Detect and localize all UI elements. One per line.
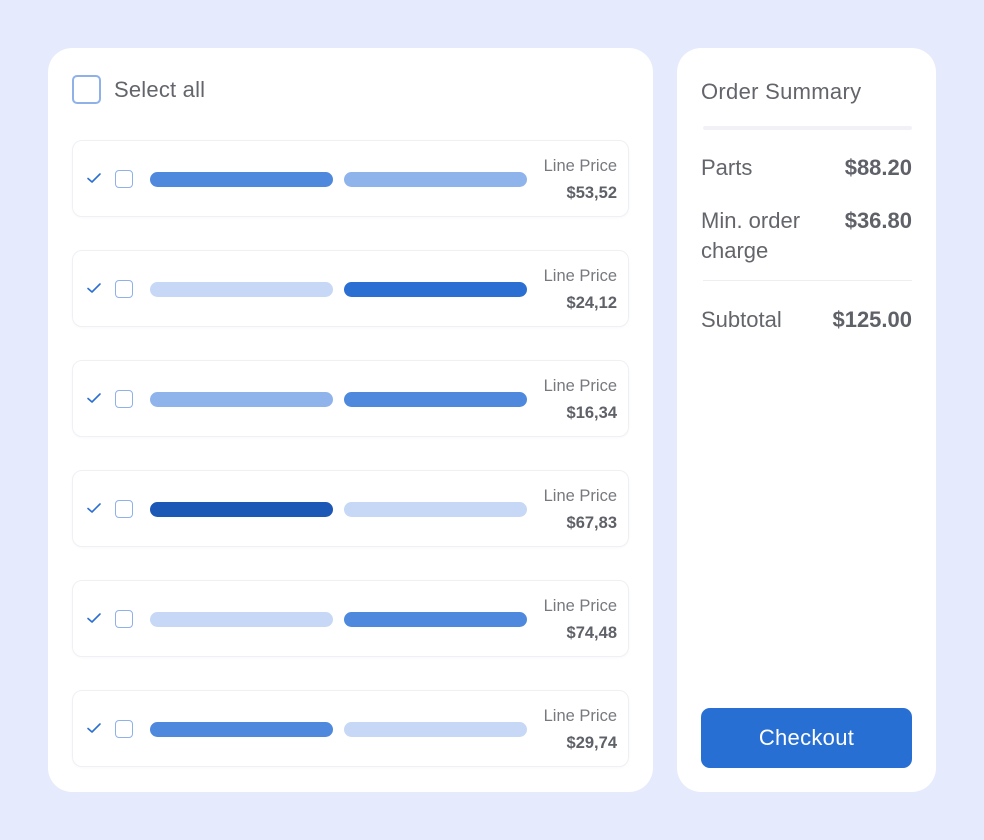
line-price: Line Price $24,12 xyxy=(544,266,617,313)
min-order-charge-value: $36.80 xyxy=(844,208,912,233)
min-order-charge-row: Min. order charge $36.80 xyxy=(701,206,912,266)
line-price-value: $16,34 xyxy=(566,404,617,422)
order-summary-panel: Order Summary Parts $88.20 Min. order ch… xyxy=(677,48,936,792)
subtotal-label: Subtotal xyxy=(701,307,782,332)
item-name-placeholder xyxy=(150,392,333,407)
order-summary-title: Order Summary xyxy=(701,79,862,104)
line-price-label: Line Price xyxy=(543,487,617,505)
item-name-placeholder xyxy=(150,612,333,627)
cart-items-list: Line Price $53,52 Line Price $24,12 Line… xyxy=(72,140,629,767)
check-icon xyxy=(87,613,101,623)
item-checkbox[interactable] xyxy=(115,390,133,408)
line-price-label: Line Price xyxy=(543,267,617,285)
line-price-value: $29,74 xyxy=(566,734,617,752)
check-icon xyxy=(87,723,101,733)
item-detail-placeholder xyxy=(344,392,527,407)
check-icon xyxy=(87,503,101,513)
item-checkbox[interactable] xyxy=(115,170,133,188)
item-checkbox[interactable] xyxy=(115,500,133,518)
line-price: Line Price $53,52 xyxy=(544,156,617,203)
line-price: Line Price $74,48 xyxy=(544,596,617,643)
subtotal-row: Subtotal $125.00 xyxy=(701,305,912,335)
item-detail-placeholder xyxy=(344,722,527,737)
check-icon xyxy=(87,283,101,293)
item-checkbox[interactable] xyxy=(115,610,133,628)
cart-item[interactable]: Line Price $74,48 xyxy=(72,580,629,657)
item-detail-placeholder xyxy=(344,172,527,187)
cart-panel: Select all Line Price $53,52 Line Price … xyxy=(48,48,653,792)
subtotal-value: $125.00 xyxy=(832,307,912,332)
cart-item[interactable]: Line Price $53,52 xyxy=(72,140,629,217)
item-name-placeholder xyxy=(150,722,333,737)
select-all-checkbox[interactable]: Select all xyxy=(72,75,205,104)
line-price-value: $67,83 xyxy=(566,514,617,532)
cart-item[interactable]: Line Price $67,83 xyxy=(72,470,629,547)
parts-value: $88.20 xyxy=(844,155,912,180)
parts-label: Parts xyxy=(701,155,753,180)
parts-row: Parts $88.20 xyxy=(701,153,912,183)
cart-item[interactable]: Line Price $29,74 xyxy=(72,690,629,767)
line-price-label: Line Price xyxy=(543,157,617,175)
min-order-charge-label: Min. order charge xyxy=(701,208,801,263)
item-checkbox[interactable] xyxy=(115,720,133,738)
check-icon xyxy=(87,173,101,183)
summary-divider xyxy=(703,126,912,130)
select-all-box[interactable] xyxy=(72,75,101,104)
line-price-label: Line Price xyxy=(543,707,617,725)
line-price-value: $53,52 xyxy=(566,184,617,202)
line-price-value: $24,12 xyxy=(566,294,617,312)
item-name-placeholder xyxy=(150,502,333,517)
item-detail-placeholder xyxy=(344,612,527,627)
line-price: Line Price $67,83 xyxy=(544,486,617,533)
item-checkbox[interactable] xyxy=(115,280,133,298)
line-price: Line Price $16,34 xyxy=(544,376,617,423)
check-icon xyxy=(87,393,101,403)
line-price-value: $74,48 xyxy=(566,624,617,642)
line-price-label: Line Price xyxy=(543,597,617,615)
subtotal-divider xyxy=(703,280,912,281)
line-price-label: Line Price xyxy=(543,377,617,395)
item-name-placeholder xyxy=(150,282,333,297)
cart-item[interactable]: Line Price $24,12 xyxy=(72,250,629,327)
item-detail-placeholder xyxy=(344,282,527,297)
item-name-placeholder xyxy=(150,172,333,187)
line-price: Line Price $29,74 xyxy=(544,706,617,753)
item-detail-placeholder xyxy=(344,502,527,517)
checkout-button[interactable]: Checkout xyxy=(701,708,912,768)
select-all-label: Select all xyxy=(114,76,206,102)
cart-item[interactable]: Line Price $16,34 xyxy=(72,360,629,437)
